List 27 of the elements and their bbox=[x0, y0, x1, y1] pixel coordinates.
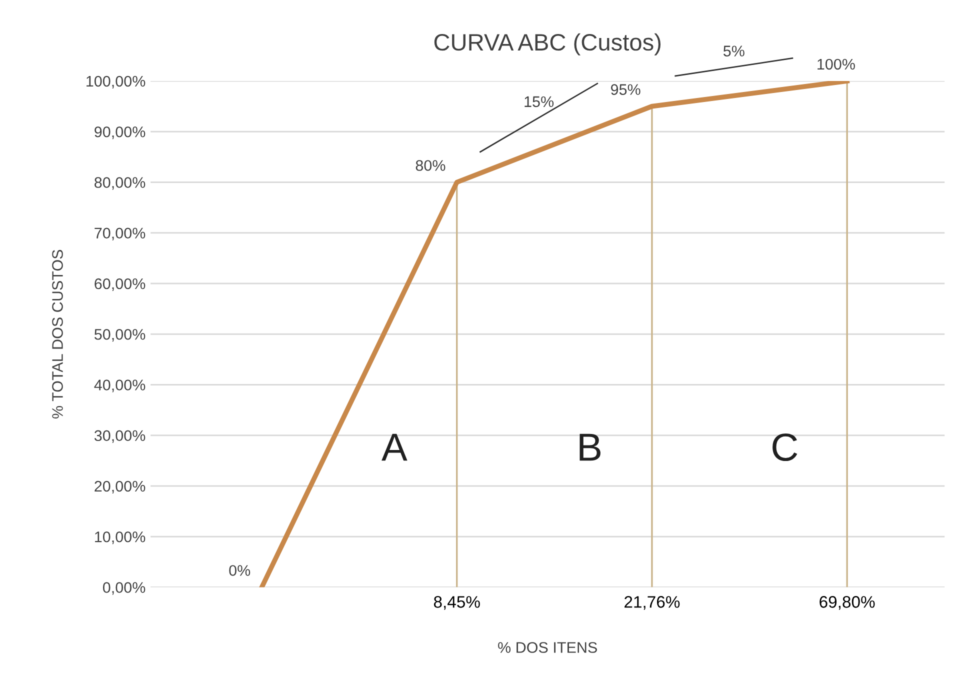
data-label: 0% bbox=[229, 565, 250, 576]
y-tick-label: 10,00% bbox=[95, 531, 146, 544]
x-tick-label: 21,76% bbox=[624, 596, 680, 610]
y-tick-label: 70,00% bbox=[94, 228, 146, 240]
y-tick-label: 30,00% bbox=[94, 430, 146, 443]
x-axis-title: % DOS ITENS bbox=[498, 642, 597, 653]
x-tick-label: 69,80% bbox=[820, 596, 875, 610]
annotation: C bbox=[772, 433, 798, 461]
data-label: 80% bbox=[416, 160, 446, 171]
annotation: A bbox=[382, 434, 408, 461]
text: 5% bbox=[723, 46, 744, 56]
y-tick-label: 80,00% bbox=[94, 177, 146, 190]
y-axis-title: % TOTAL DOS CUSTOS bbox=[52, 250, 63, 418]
annotation: 15% bbox=[524, 96, 554, 108]
annotation: B bbox=[580, 434, 600, 461]
y-tick-label: 90,00% bbox=[94, 126, 146, 140]
y-tick-label: 0,00% bbox=[102, 582, 146, 595]
data-label: 95% bbox=[610, 84, 640, 95]
data-label: 100% bbox=[818, 58, 855, 70]
y-tick-label: 50,00% bbox=[94, 328, 146, 342]
y-tick-label: 100,00% bbox=[86, 76, 146, 88]
x-tick-label: 8,45% bbox=[434, 596, 480, 610]
chart-title: CURVA ABC (Custos) bbox=[434, 33, 661, 56]
y-tick-label: 60,00% bbox=[94, 278, 146, 291]
line-series bbox=[259, 81, 850, 588]
y-tick-label: 20,00% bbox=[94, 480, 146, 494]
y-tick-label: 40,00% bbox=[94, 380, 146, 392]
